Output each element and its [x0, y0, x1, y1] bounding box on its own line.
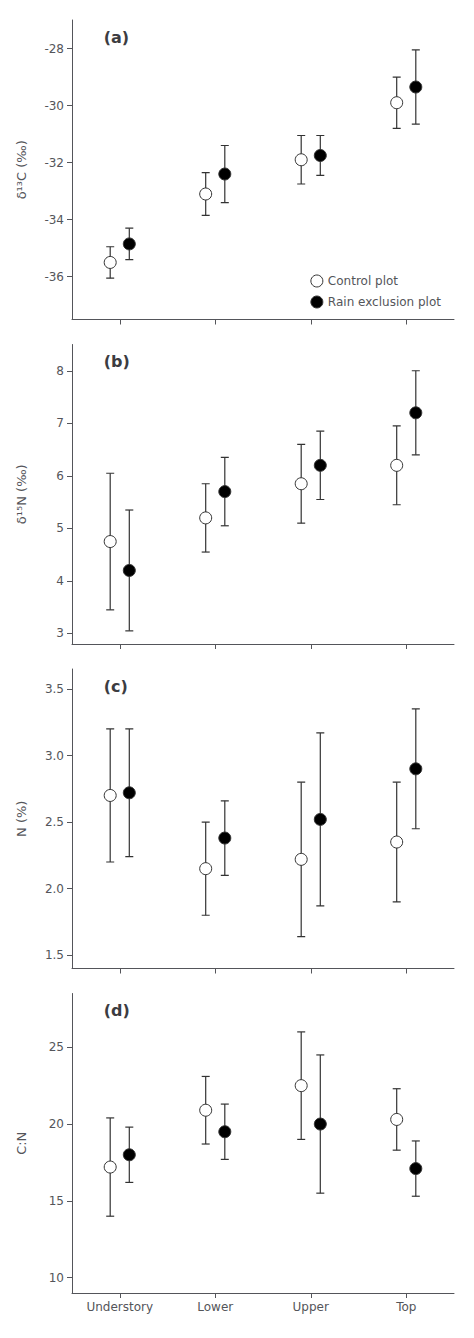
svg-text:5: 5	[56, 521, 64, 535]
svg-text:3: 3	[56, 626, 64, 640]
svg-text:Top: Top	[395, 1300, 416, 1314]
svg-text:Upper: Upper	[293, 1300, 329, 1314]
svg-text:6: 6	[56, 469, 64, 483]
svg-text:4: 4	[56, 574, 64, 588]
svg-text:N (%): N (%)	[14, 801, 29, 837]
svg-text:3.5: 3.5	[45, 682, 64, 696]
svg-text:20: 20	[49, 1117, 64, 1131]
svg-text:-34: -34	[44, 213, 64, 227]
svg-text:δ¹⁵N (‰): δ¹⁵N (‰)	[14, 464, 29, 524]
svg-text:15: 15	[49, 1194, 64, 1208]
svg-text:C:N: C:N	[14, 1132, 29, 1155]
svg-text:Control plot: Control plot	[328, 274, 398, 288]
svg-text:1.5: 1.5	[45, 948, 64, 962]
svg-text:-36: -36	[44, 270, 64, 284]
svg-text:(b): (b)	[104, 352, 130, 371]
svg-text:-32: -32	[44, 156, 64, 170]
svg-text:25: 25	[49, 1040, 64, 1054]
svg-text:Rain exclusion plot: Rain exclusion plot	[328, 295, 441, 309]
svg-text:(c): (c)	[104, 677, 128, 696]
svg-text:Understory: Understory	[86, 1300, 153, 1314]
svg-text:-30: -30	[44, 99, 64, 113]
svg-text:δ¹³C (‰): δ¹³C (‰)	[14, 140, 29, 199]
svg-text:Lower: Lower	[197, 1300, 233, 1314]
svg-text:8: 8	[56, 364, 64, 378]
svg-text:(d): (d)	[104, 1001, 130, 1020]
svg-text:2.5: 2.5	[45, 815, 64, 829]
svg-text:2.0: 2.0	[45, 882, 64, 896]
svg-text:(a): (a)	[104, 28, 129, 47]
svg-text:7: 7	[56, 416, 64, 430]
svg-text:3.0: 3.0	[45, 749, 64, 763]
svg-text:10: 10	[49, 1271, 64, 1285]
svg-text:-28: -28	[44, 42, 64, 56]
